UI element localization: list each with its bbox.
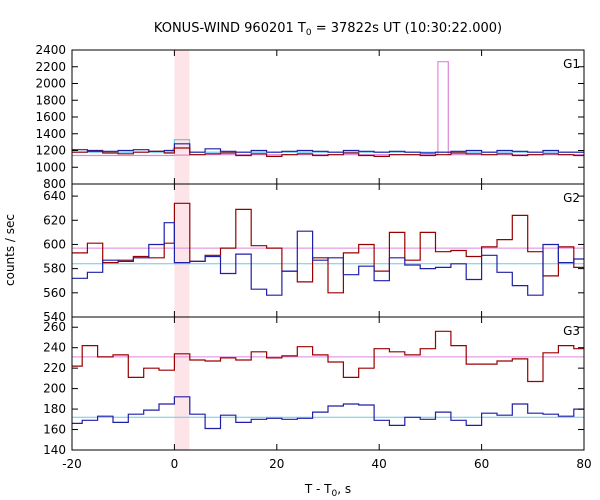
g2-y-tick-label: 600 xyxy=(43,237,66,251)
g1-frame xyxy=(71,49,585,185)
g3-y-tick-label: 200 xyxy=(43,382,66,396)
g1-series-3 xyxy=(72,147,584,157)
x-tick-label: 40 xyxy=(372,457,387,471)
g1-y-tick-label: 2000 xyxy=(35,77,66,91)
g1-y-tick-label: 1400 xyxy=(35,127,66,141)
x-tick-label: 60 xyxy=(474,457,489,471)
g3-panel-label: G3 xyxy=(563,324,580,338)
g1-series-1 xyxy=(72,61,584,157)
g1-y-tick-label: 1200 xyxy=(35,144,66,158)
g3-y-tick-label: 180 xyxy=(43,402,66,416)
g3-y-tick-label: 160 xyxy=(43,423,66,437)
panels-group: 80010001200140016001800200022002400G1540… xyxy=(35,43,591,471)
g2-y-tick-label: 560 xyxy=(43,286,66,300)
g3-y-tick-label: 220 xyxy=(43,361,66,375)
g3-frame xyxy=(71,316,585,451)
x-tick-label: 80 xyxy=(576,457,591,471)
g1-highlight-band xyxy=(174,50,190,184)
chart-title: KONUS-WIND 960201 T0 = 37822s UT (10:30:… xyxy=(154,21,502,38)
g3-series-2 xyxy=(72,330,584,383)
g2-series-3 xyxy=(72,222,584,296)
g2-series-2 xyxy=(72,202,584,294)
g2-y-tick-label: 640 xyxy=(43,189,66,203)
x-tick-label: 20 xyxy=(269,457,284,471)
g3-y-tick-label: 260 xyxy=(43,320,66,334)
g3-series-3 xyxy=(72,396,584,430)
g3-y-tick-label: 240 xyxy=(43,341,66,355)
g1-y-tick-label: 1800 xyxy=(35,93,66,107)
g1-y-tick-label: 1600 xyxy=(35,110,66,124)
g3-y-tick-label: 140 xyxy=(43,443,66,457)
g1-y-tick-label: 800 xyxy=(43,177,66,191)
g1-y-tick-label: 2400 xyxy=(35,43,66,57)
g1-panel-label: G1 xyxy=(563,57,580,71)
x-tick-label: 0 xyxy=(171,457,179,471)
x-tick-label: -20 xyxy=(62,457,82,471)
g1-y-tick-label: 2200 xyxy=(35,60,66,74)
g2-y-tick-label: 580 xyxy=(43,262,66,276)
g2-highlight-band xyxy=(174,184,190,317)
x-axis-label: T - T0, s xyxy=(304,482,351,499)
g2-y-tick-label: 620 xyxy=(43,213,66,227)
y-axis-label: counts / sec xyxy=(3,214,17,286)
g2-y-tick-label: 540 xyxy=(43,310,66,324)
g2-panel-label: G2 xyxy=(563,191,580,205)
g3-highlight-band xyxy=(174,317,190,450)
g1-y-tick-label: 1000 xyxy=(35,160,66,174)
